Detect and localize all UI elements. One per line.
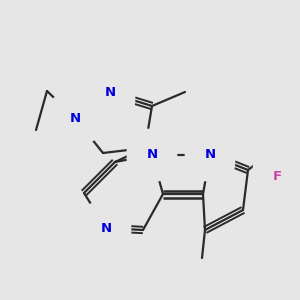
- Text: F: F: [286, 152, 296, 164]
- Text: N: N: [104, 86, 116, 100]
- Text: F: F: [281, 131, 291, 145]
- Text: N: N: [69, 112, 81, 124]
- Text: N: N: [146, 148, 158, 161]
- Text: F: F: [272, 169, 282, 182]
- Text: N: N: [204, 148, 216, 161]
- Text: N: N: [100, 221, 112, 235]
